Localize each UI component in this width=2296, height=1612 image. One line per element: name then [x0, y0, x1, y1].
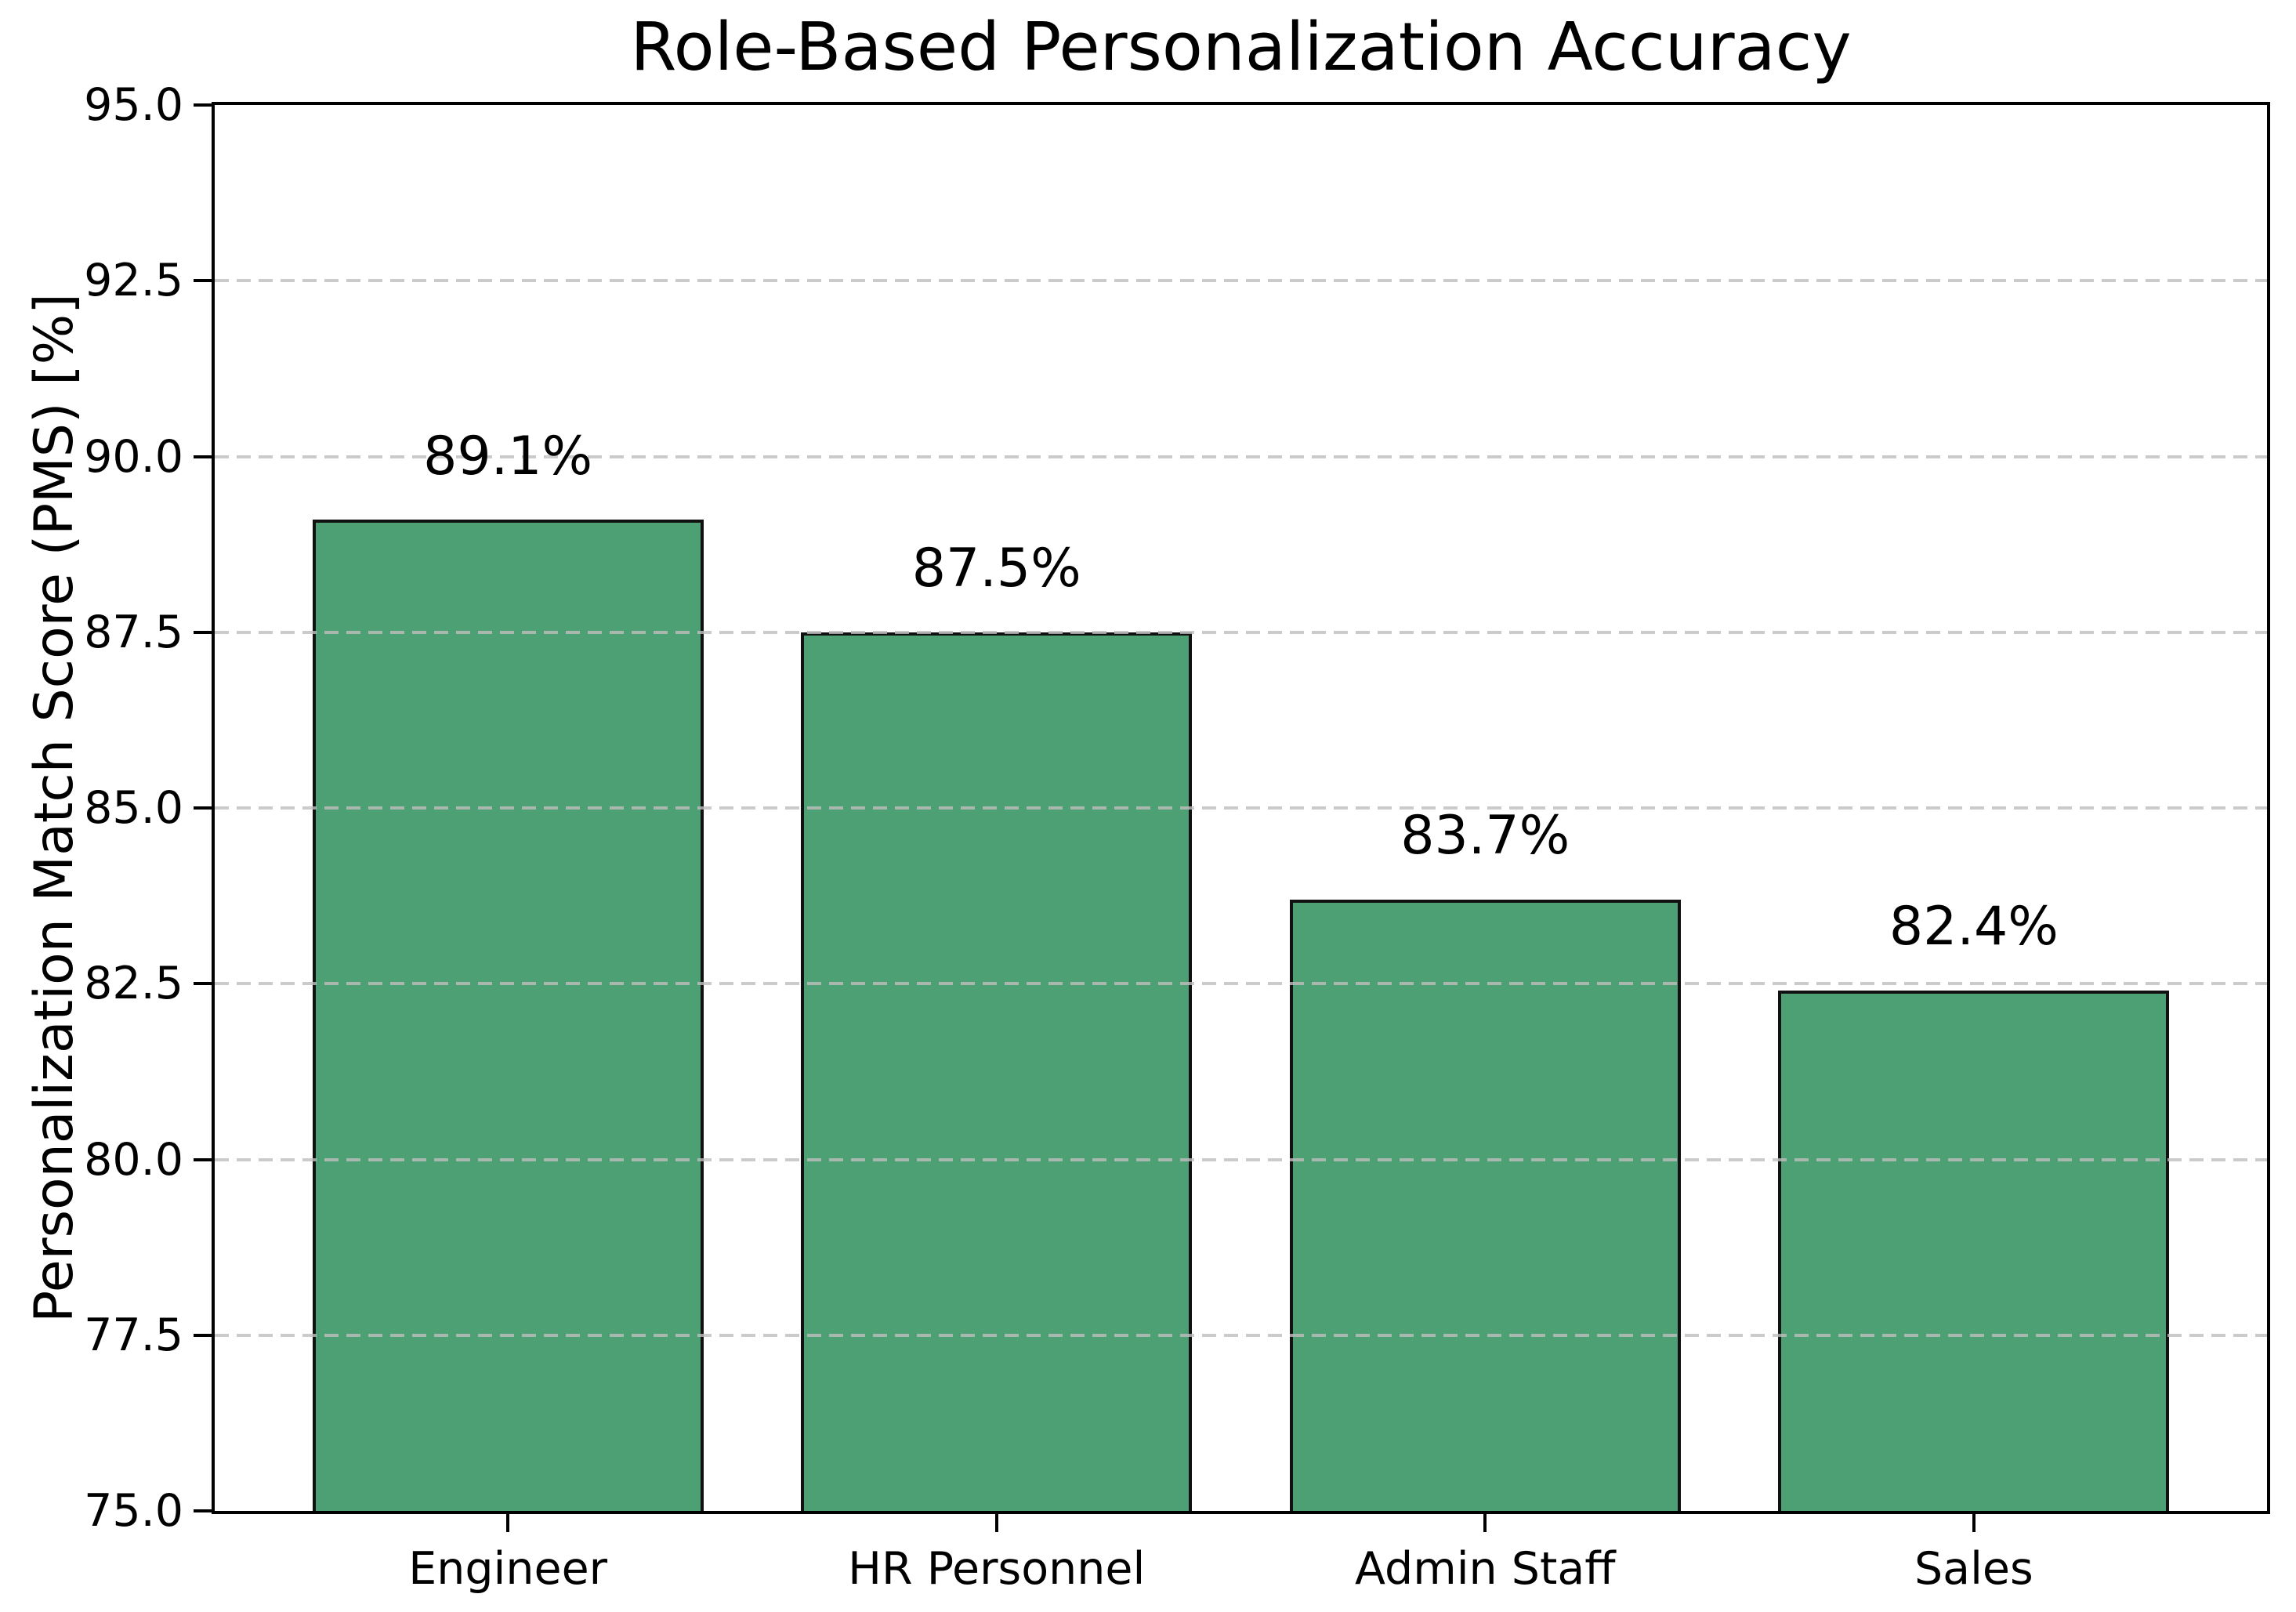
- y-tick-mark: [194, 982, 212, 986]
- bar-value-label: 89.1%: [423, 425, 593, 487]
- gridline: [215, 1157, 2267, 1161]
- x-tick-mark: [506, 1514, 510, 1532]
- y-tick-label: 87.5: [84, 606, 183, 658]
- x-tick-label: Admin Staff: [1355, 1543, 1616, 1595]
- bar: [312, 520, 704, 1511]
- y-tick-mark: [194, 1157, 212, 1161]
- y-tick-mark: [194, 1509, 212, 1512]
- bar: [801, 632, 1193, 1511]
- x-tick-mark: [1972, 1514, 1976, 1532]
- y-tick-mark: [194, 630, 212, 634]
- y-tick-mark: [194, 806, 212, 810]
- bar: [1778, 991, 2170, 1511]
- x-tick-label: Sales: [1914, 1543, 2033, 1595]
- y-tick-label: 82.5: [84, 958, 183, 1010]
- y-tick-label: 85.0: [84, 782, 183, 834]
- bar: [1289, 899, 1681, 1511]
- gridline: [215, 279, 2267, 283]
- plot-area: 89.1% 87.5% 83.7% 82.4%: [212, 102, 2270, 1514]
- y-tick-label: 95.0: [84, 79, 183, 131]
- y-tick-label: 92.5: [84, 255, 183, 307]
- x-tick-label: HR Personnel: [848, 1543, 1146, 1595]
- y-tick-label: 75.0: [84, 1485, 183, 1537]
- y-tick-label: 80.0: [84, 1133, 183, 1186]
- y-tick-mark: [194, 1333, 212, 1337]
- x-tick-label: Engineer: [408, 1543, 608, 1595]
- y-tick-mark: [194, 455, 212, 458]
- chart-title: Role-Based Personalization Accuracy: [630, 9, 1852, 86]
- y-tick-label: 90.0: [84, 430, 183, 483]
- bar-value-label: 82.4%: [1889, 896, 2059, 958]
- gridline: [215, 455, 2267, 458]
- y-tick-mark: [194, 103, 212, 107]
- bar-value-label: 83.7%: [1400, 804, 1570, 867]
- gridline: [215, 1333, 2267, 1337]
- gridline: [215, 630, 2267, 634]
- gridline: [215, 806, 2267, 810]
- bar-value-label: 87.5%: [911, 538, 1081, 600]
- gridline: [215, 982, 2267, 986]
- y-tick-mark: [194, 279, 212, 283]
- y-tick-label: 77.5: [84, 1309, 183, 1361]
- x-tick-mark: [994, 1514, 998, 1532]
- x-tick-mark: [1483, 1514, 1487, 1532]
